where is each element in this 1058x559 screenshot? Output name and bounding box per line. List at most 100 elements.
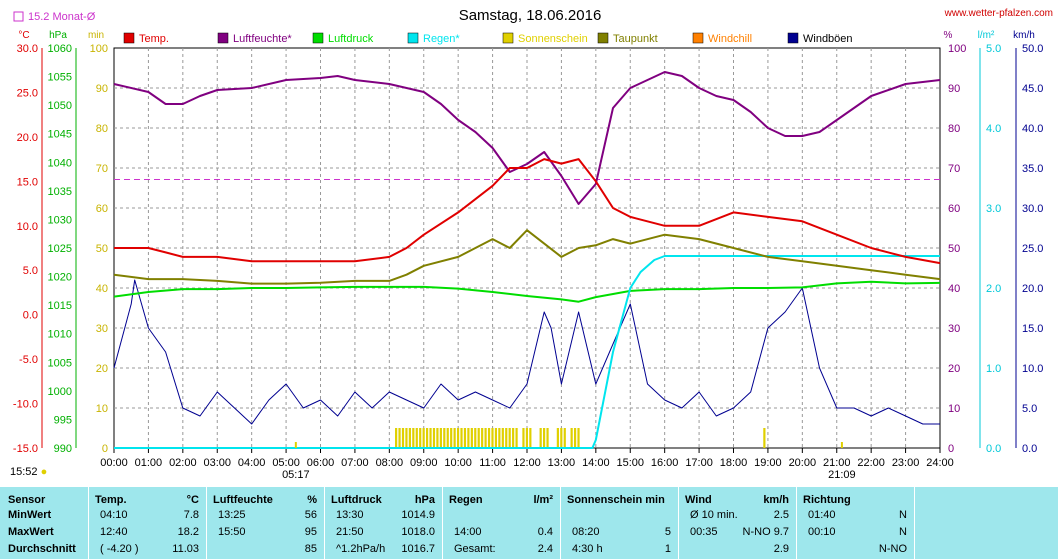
- legend-label: Luftfeuchte*: [233, 33, 292, 45]
- stats-cell: Gesamt:: [454, 543, 496, 555]
- sunshine-bar: [425, 428, 429, 448]
- pressure-tick-label: 1045: [48, 129, 72, 141]
- legend-swatch: [502, 32, 514, 44]
- sunshine-bar: [522, 428, 525, 448]
- wind-tick-label: 35.0: [1022, 163, 1043, 175]
- sun-icon: ●: [40, 466, 48, 478]
- wind-tick-label: 0.0: [1022, 443, 1037, 455]
- stats-separator: [560, 487, 561, 559]
- stats-cell: N-NO: [878, 543, 907, 555]
- sunshine-bar: [498, 428, 501, 448]
- stats-cell: 2.4: [537, 543, 553, 555]
- stats-cell: 15:50: [218, 526, 246, 538]
- x-tick-label: 03:00: [203, 457, 231, 469]
- sunshine-bar: [432, 428, 436, 448]
- temp-tick-label: -15.0: [13, 443, 38, 455]
- series-line-luftfeuchte: [113, 71, 941, 205]
- sunshine-bar: [515, 428, 518, 448]
- site-link[interactable]: www.wetter-pfalzen.com: [944, 8, 1053, 19]
- pressure-tick-label: 1040: [48, 157, 72, 169]
- stats-cell: 11.03: [172, 543, 199, 555]
- stats-cell: 18.2: [177, 526, 199, 538]
- unit-label: l/m²: [978, 30, 995, 41]
- x-tick-label: 24:00: [926, 457, 954, 469]
- rain-tick-label: 1.0: [986, 363, 1001, 375]
- sunshine-bar: [481, 428, 484, 448]
- temp-tick-label: 10.0: [17, 221, 38, 233]
- sunshine-bar: [501, 428, 504, 448]
- chart-title: Samstag, 18.06.2016: [459, 7, 602, 24]
- x-tick-label: 16:00: [651, 457, 679, 469]
- humidity-tick-label: 0: [948, 443, 954, 455]
- stats-cell: 13:30: [336, 509, 364, 521]
- sunshine-bar: [543, 428, 546, 448]
- stats-cell: 12:40: [100, 526, 128, 538]
- pressure-tick-label: 1000: [48, 386, 72, 398]
- x-tick-label: 02:00: [169, 457, 197, 469]
- stats-cell: 04:10: [100, 509, 128, 521]
- sunshine-bar: [460, 428, 463, 448]
- current-time: 15:52 ●: [10, 466, 47, 478]
- humidity-tick-label: 10: [948, 403, 960, 415]
- stats-cell: 00:10: [808, 526, 836, 538]
- sunshine-bar: [505, 428, 508, 448]
- stats-cell: 13:25: [218, 509, 246, 521]
- stats-header: Sensor: [8, 494, 46, 506]
- legend-label: Luftdruck: [328, 33, 374, 45]
- sunshine-bar: [439, 428, 442, 448]
- temp-tick-label: 30.0: [17, 43, 38, 55]
- wind-tick-label: 25.0: [1022, 243, 1043, 255]
- sunshine-bar: [570, 428, 573, 448]
- wind-tick-label: 45.0: [1022, 83, 1043, 95]
- x-tick-label: 18:00: [720, 457, 748, 469]
- temp-tick-label: 25.0: [17, 87, 38, 99]
- stats-header: km/h: [763, 494, 789, 506]
- stats-cell: 1016.7: [401, 543, 435, 555]
- stats-row-label: Durchschnitt: [8, 543, 76, 555]
- rain-tick-label: 4.0: [986, 123, 1001, 135]
- stats-cell: 2.9: [773, 543, 789, 555]
- sun-tick-label: 40: [96, 283, 108, 295]
- humidity-tick-label: 30: [948, 323, 960, 335]
- legend-label: Sonnenschein: [518, 33, 588, 45]
- rain-tick-label: 3.0: [986, 203, 1001, 215]
- stats-cell: 00:35: [690, 526, 718, 538]
- wind-tick-label: 10.0: [1022, 363, 1043, 375]
- x-tick-label: 09:00: [410, 457, 438, 469]
- sunshine-bar: [546, 428, 549, 448]
- pressure-tick-label: 1055: [48, 72, 72, 84]
- unit-label: °C: [18, 30, 29, 41]
- stats-header: Sonnenschein min: [567, 494, 665, 506]
- sunshine-bar: [491, 428, 494, 448]
- sunshine-bar: [525, 428, 528, 448]
- humidity-tick-label: 60: [948, 203, 960, 215]
- stats-separator: [324, 487, 325, 559]
- monat-label: 15.2 Monat-Ø: [28, 11, 96, 23]
- series-line-luftdruck: [113, 280, 941, 303]
- sunshine-bar: [477, 428, 480, 448]
- sunshine-bar: [563, 428, 566, 448]
- stats-cell: 2.5: [773, 509, 789, 521]
- unit-label: %: [944, 30, 953, 41]
- temp-tick-label: 0.0: [23, 310, 38, 322]
- x-tick-label: 05:00: [272, 457, 300, 469]
- x-tick-label: 23:00: [892, 457, 920, 469]
- legend-label: Windböen: [803, 33, 853, 45]
- wind-tick-label: 5.0: [1022, 403, 1037, 415]
- pressure-tick-label: 1025: [48, 243, 72, 255]
- sunshine-bar: [763, 428, 766, 448]
- sunshine-bar: [494, 428, 498, 448]
- stats-cell: 21:50: [336, 526, 364, 538]
- pressure-tick-label: 1010: [48, 329, 72, 341]
- pressure-tick-label: 1030: [48, 214, 72, 226]
- stats-header: °C: [186, 494, 199, 506]
- stats-header: Richtung: [803, 494, 851, 506]
- sunshine-bar: [556, 428, 559, 448]
- x-tick-label: 21:00: [823, 457, 851, 469]
- sunshine-bar: [487, 428, 491, 448]
- stats-table: Sensor Temp. °C Luftfeuchte% Luftdruck hPa Reg…: [0, 487, 1058, 559]
- chart-grid: [113, 47, 941, 449]
- x-tick-label: 14:00: [582, 457, 610, 469]
- sunshine-bar: [508, 428, 511, 448]
- pressure-tick-label: 1060: [48, 43, 72, 55]
